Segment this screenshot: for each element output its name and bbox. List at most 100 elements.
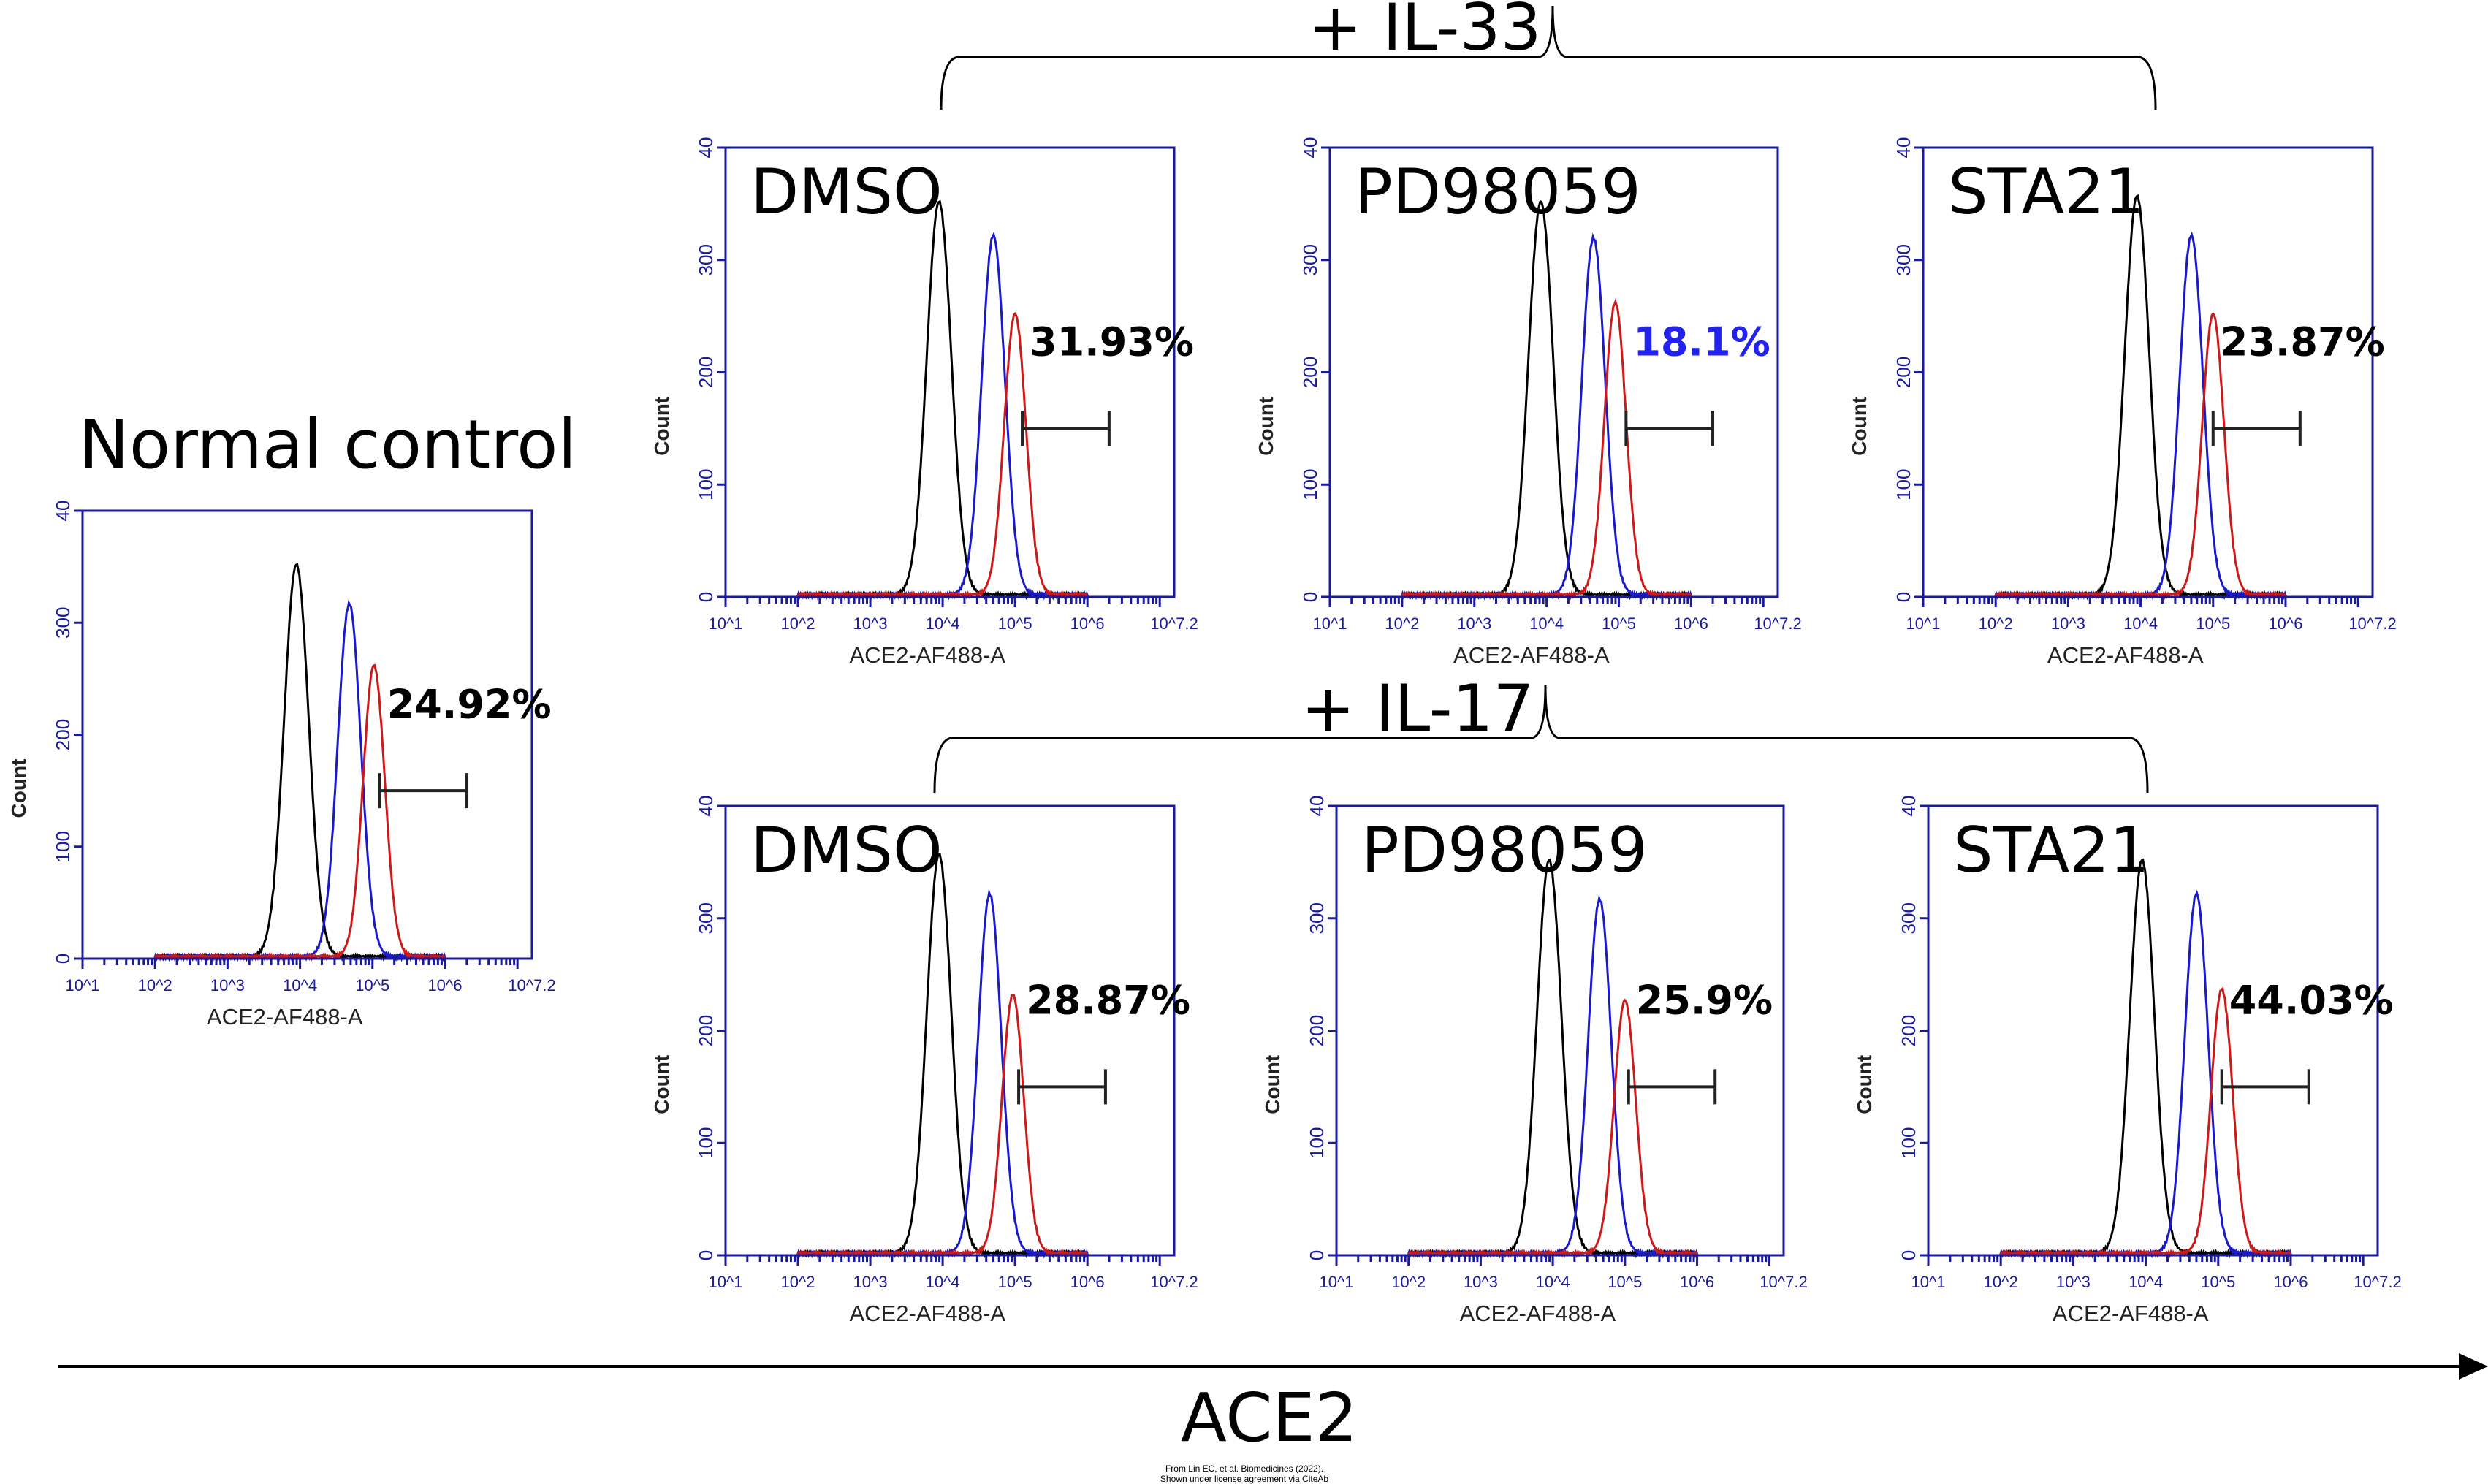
x-axis-label: ACE2-AF488-A [2047, 642, 2204, 668]
ace2-axis-arrowhead [2459, 1353, 2488, 1380]
group-braces: + IL-33 + IL-17 [933, 0, 2157, 794]
x-tick-label: 10^4 [926, 1273, 960, 1291]
x-tick-label: 10^3 [210, 976, 245, 994]
x-tick-label: 10^7.2 [508, 976, 555, 994]
x-tick-label: 10^2 [1984, 1273, 2018, 1291]
group-label: + IL-17 [1301, 671, 1534, 746]
y-axis-label: Count [650, 1055, 673, 1114]
y-tick-label: 200 [52, 719, 74, 750]
y-tick-label: 300 [1898, 902, 1920, 934]
histogram-panel: 0 100 200 300 40 Count 10^1 10^2 10^3 10^4 10^5 10^… [650, 796, 1198, 1326]
x-tick-label: 10^7.2 [2354, 1273, 2401, 1291]
x-tick-label: 10^6 [1680, 1273, 1714, 1291]
y-axis-label: Count [1261, 1055, 1284, 1114]
y-tick-label: 40 [1898, 796, 1920, 817]
x-tick-label: 10^4 [1536, 1273, 1570, 1291]
x-tick-label: 10^3 [853, 1273, 888, 1291]
panel-title: DMSO [750, 156, 943, 229]
x-axis-label: ACE2-AF488-A [1453, 642, 1610, 668]
y-axis-label: Count [650, 397, 673, 456]
blue-histogram-trace [83, 599, 532, 962]
y-tick-label: 0 [1306, 1250, 1328, 1260]
red-histogram-trace [726, 994, 1174, 1259]
histogram-panel: 0 100 200 300 40 Count 10^1 10^2 10^3 10^4 10^5 10^… [1853, 796, 2402, 1326]
x-axis-label: ACE2-AF488-A [1460, 1301, 1616, 1326]
x-tick-label: 10^2 [1385, 614, 1419, 633]
x-tick-label: 10^6 [427, 976, 462, 994]
x-axis-label: ACE2-AF488-A [849, 1301, 1005, 1326]
x-tick-label: 10^5 [2201, 1273, 2235, 1291]
y-tick-label: 300 [52, 607, 74, 639]
blue-histogram-trace [1923, 231, 2373, 601]
x-tick-label: 10^4 [2129, 1273, 2163, 1291]
y-tick-label: 100 [695, 1127, 717, 1159]
y-tick-label: 200 [695, 357, 717, 388]
x-tick-label: 10^3 [2051, 614, 2085, 633]
x-tick-label: 10^4 [283, 976, 317, 994]
gate-percent-label: 24.92% [387, 682, 552, 728]
y-tick-label: 0 [52, 954, 74, 964]
black-histogram-trace [1330, 199, 1778, 601]
gate-percent-label: 25.9% [1636, 977, 1773, 1023]
y-tick-label: 40 [695, 137, 717, 159]
histogram-panel: 0 100 200 300 40 Count 10^1 10^2 10^3 10^4 10^5 10^… [1261, 796, 1808, 1326]
x-tick-label: 10^3 [1464, 1273, 1498, 1291]
x-axis-label: ACE2-AF488-A [2053, 1301, 2209, 1326]
x-tick-label: 10^1 [1906, 614, 1940, 633]
y-tick-label: 0 [695, 1250, 717, 1260]
x-tick-label: 10^7.2 [1760, 1273, 1807, 1291]
x-axis-label: ACE2-AF488-A [849, 642, 1005, 668]
group-brace [940, 5, 2157, 110]
group-brace [933, 685, 2149, 794]
blue-histogram-trace [1330, 232, 1778, 601]
x-tick-label: 10^4 [1529, 614, 1564, 633]
black-histogram-trace [1928, 858, 2378, 1259]
gate-percent-label: 44.03% [2229, 977, 2394, 1023]
x-tick-label: 10^1 [1312, 614, 1347, 633]
gate-percent-label: 18.1% [1633, 319, 1770, 365]
credit-line-1: From Lin EC, et al. Biomedicines (2022). [1165, 1464, 1323, 1474]
red-histogram-trace [1336, 998, 1784, 1259]
x-tick-label: 10^2 [781, 614, 815, 633]
black-histogram-trace [726, 852, 1174, 1259]
histogram-panel: 0 100 200 300 40 Count 10^1 10^2 10^3 10^4 10^5 10^… [1848, 137, 2397, 668]
black-histogram-trace [83, 563, 532, 962]
x-tick-label: 10^1 [708, 614, 742, 633]
x-tick-label: 10^6 [1070, 614, 1105, 633]
y-axis-label: Count [1848, 397, 1871, 456]
y-axis-label: Count [1853, 1055, 1876, 1114]
y-tick-label: 100 [1306, 1127, 1328, 1159]
x-tick-label: 10^6 [2273, 1273, 2308, 1291]
y-tick-label: 40 [52, 501, 74, 522]
x-tick-label: 10^5 [998, 1273, 1032, 1291]
y-tick-label: 0 [1299, 592, 1321, 602]
x-tick-label: 10^7.2 [1150, 614, 1198, 633]
x-tick-label: 10^7.2 [1150, 1273, 1198, 1291]
group-label: + IL-33 [1309, 0, 1542, 65]
x-tick-label: 10^3 [2056, 1273, 2091, 1291]
y-tick-label: 300 [1299, 244, 1321, 275]
x-tick-label: 10^4 [2123, 614, 2158, 633]
y-tick-label: 300 [695, 244, 717, 275]
x-tick-label: 10^5 [355, 976, 389, 994]
black-histogram-trace [726, 199, 1174, 601]
y-tick-label: 300 [695, 902, 717, 934]
ace2-axis-label: ACE2 [1181, 1379, 1358, 1457]
x-tick-label: 10^5 [998, 614, 1032, 633]
x-axis-label: ACE2-AF488-A [207, 1004, 363, 1030]
y-tick-label: 200 [1306, 1015, 1328, 1046]
red-histogram-trace [1928, 986, 2378, 1259]
plot-frame [81, 509, 533, 960]
x-tick-label: 10^1 [65, 976, 99, 994]
panel-title: STA21 [1948, 156, 2145, 229]
x-tick-label: 10^3 [853, 614, 888, 633]
x-tick-label: 10^1 [1911, 1273, 1945, 1291]
x-tick-label: 10^6 [1070, 1273, 1105, 1291]
x-tick-label: 10^5 [2196, 614, 2230, 633]
y-tick-label: 0 [1892, 592, 1914, 602]
y-tick-label: 200 [1898, 1015, 1920, 1046]
y-tick-label: 0 [695, 592, 717, 602]
x-tick-label: 10^2 [1979, 614, 2013, 633]
x-tick-label: 10^3 [1457, 614, 1491, 633]
